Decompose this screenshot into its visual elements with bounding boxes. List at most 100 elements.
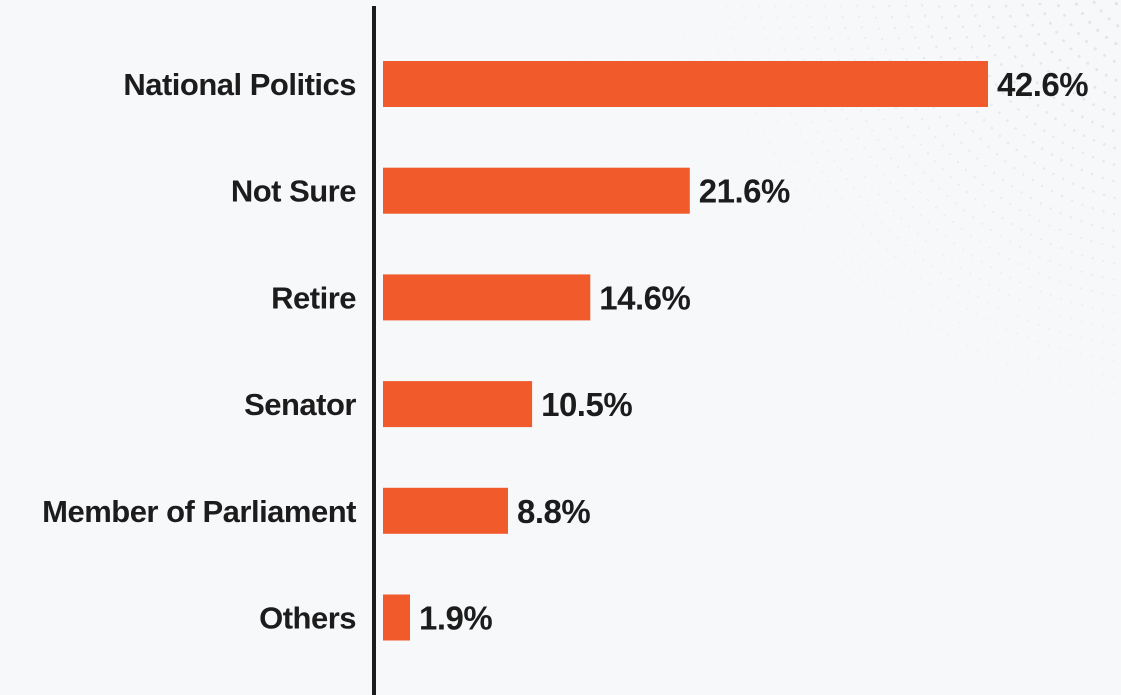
decorative-dot [660, 133, 662, 135]
decorative-dot [1103, 91, 1107, 94]
decorative-dot [922, 465, 924, 468]
decorative-dot [1069, 400, 1071, 402]
decorative-dot [666, 38, 669, 40]
decorative-dot [1102, 487, 1104, 490]
decorative-dot [834, 331, 836, 333]
decorative-dot [1020, 191, 1023, 194]
decorative-dot [717, 214, 719, 217]
decorative-dot [718, 184, 720, 186]
decorative-dot [703, 112, 706, 114]
decorative-dot [720, 153, 723, 155]
decorative-dot [939, 272, 942, 274]
decorative-dot [747, 171, 750, 173]
decorative-dot [757, 322, 759, 324]
decorative-dot [1031, 23, 1035, 27]
decorative-dot [1047, 444, 1050, 446]
decorative-dot [600, 155, 602, 157]
decorative-dot [1101, 243, 1104, 246]
decorative-dot [804, 368, 806, 371]
decorative-dot [1013, 55, 1017, 59]
decorative-dot [749, 314, 752, 316]
decorative-dot [729, 203, 731, 205]
decorative-dot [748, 37, 750, 40]
decorative-dot [948, 316, 951, 319]
decorative-dot [790, 5, 793, 7]
decorative-dot [933, 247, 936, 249]
decorative-dot [926, 151, 930, 155]
decorative-dot [679, 16, 681, 18]
decorative-dot [859, 266, 861, 269]
decorative-dot [1048, 526, 1050, 529]
decorative-dot [978, 278, 981, 281]
decorative-dot [1054, 117, 1057, 121]
decorative-dot [926, 198, 930, 201]
decorative-dot [1024, 155, 1027, 158]
decorative-dot [796, 190, 798, 192]
decorative-dot [836, 414, 839, 417]
decorative-dot [582, 16, 584, 18]
decorative-dot [982, 34, 986, 38]
decorative-dot [884, 464, 887, 466]
decorative-dot [671, 291, 674, 294]
decorative-dot [841, 198, 843, 201]
decorative-dot [954, 445, 956, 448]
decorative-dot [1113, 505, 1115, 507]
decorative-dot [871, 493, 874, 496]
decorative-dot [1081, 203, 1084, 206]
decorative-dot [847, 403, 850, 405]
decorative-dot [796, 361, 798, 363]
decorative-dot [1112, 343, 1115, 346]
decorative-dot [857, 370, 860, 373]
decorative-dot [1037, 374, 1040, 377]
decorative-dot [1018, 298, 1021, 301]
decorative-dot [1026, 13, 1029, 17]
decorative-dot [1016, 468, 1018, 471]
value-label: 42.6% [997, 66, 1088, 103]
decorative-dot [648, 27, 651, 30]
decorative-dot [741, 192, 743, 194]
decorative-dot [1061, 141, 1065, 144]
decorative-dot [866, 204, 869, 207]
decorative-dot [866, 377, 869, 379]
decorative-dot [1027, 319, 1030, 322]
decorative-dot [1015, 451, 1017, 454]
decorative-dot [1025, 115, 1029, 119]
decorative-dot [803, 58, 806, 61]
decorative-dot [1112, 112, 1116, 116]
decorative-dot [794, 292, 797, 294]
decorative-dot [711, 132, 714, 135]
decorative-dot [1048, 428, 1050, 430]
decorative-dot [1047, 543, 1050, 545]
decorative-dot [629, 5, 631, 7]
decorative-dot [692, 203, 694, 205]
decorative-dot [554, 49, 557, 51]
decorative-dot [1049, 294, 1052, 297]
decorative-dot [955, 393, 957, 395]
decorative-dot [764, 199, 766, 202]
decorative-dot [1048, 477, 1050, 479]
decorative-dot [1038, 219, 1041, 222]
decorative-dot [1006, 414, 1008, 417]
decorative-dot [1113, 327, 1115, 330]
decorative-dot [829, 234, 831, 237]
decorative-dot [894, 432, 896, 435]
decorative-dot [823, 342, 825, 345]
decorative-dot [606, 123, 608, 125]
decorative-dot [553, 38, 555, 40]
decorative-dot [983, 440, 986, 442]
decorative-dot [1113, 440, 1115, 443]
decorative-dot [838, 396, 841, 398]
decorative-dot [810, 152, 813, 154]
decorative-dot [1027, 472, 1029, 474]
decorative-dot [847, 441, 849, 443]
decorative-dot [774, 406, 776, 408]
decorative-dot [812, 375, 815, 378]
decorative-dot [1036, 391, 1039, 394]
decorative-dot [847, 231, 850, 234]
decorative-dot [1007, 346, 1010, 349]
decorative-dot [808, 434, 811, 436]
decorative-dot [939, 55, 943, 59]
decorative-dot [680, 214, 682, 217]
decorative-dot [794, 122, 797, 125]
decorative-dot [1008, 14, 1012, 18]
